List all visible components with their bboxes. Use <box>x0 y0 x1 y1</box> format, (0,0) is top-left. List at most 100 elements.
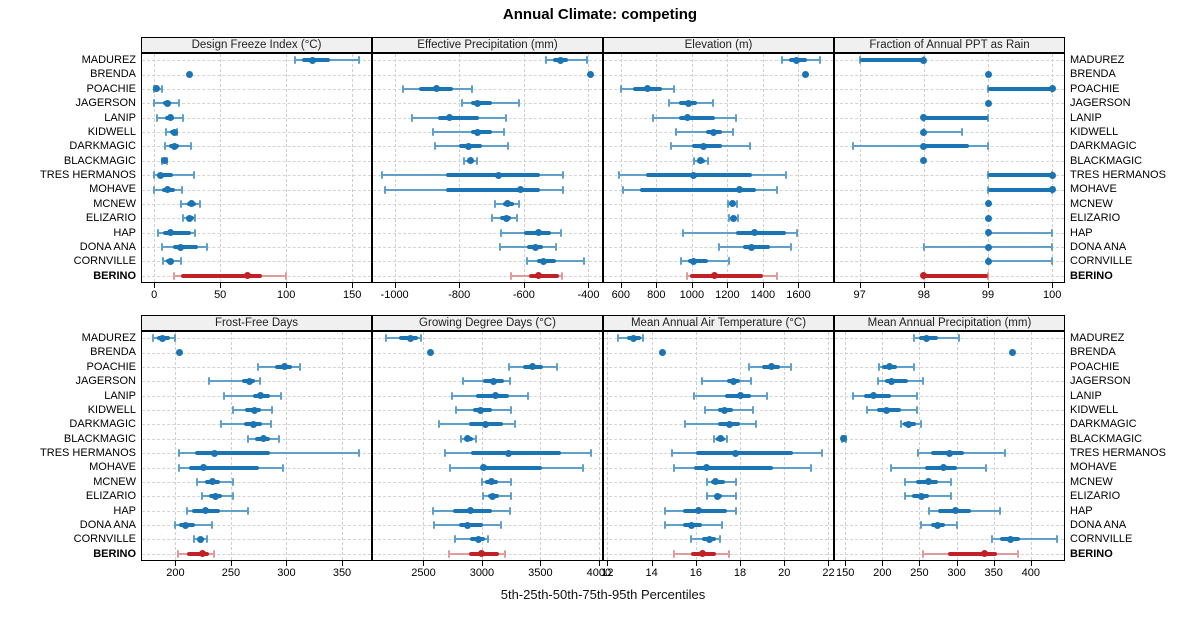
whisker-cap-95th <box>499 521 502 530</box>
whisker-cap-5th <box>152 334 155 343</box>
axis-tick <box>342 561 343 566</box>
whisker-cap-5th <box>545 56 548 65</box>
median-dot <box>920 142 928 150</box>
whisker-cap-95th <box>776 271 779 280</box>
axis-tick <box>286 561 288 566</box>
whisker-cap-95th <box>987 113 989 122</box>
axis-tick <box>828 561 830 566</box>
site-label-left: MCNEW <box>93 475 136 488</box>
gridline-horizontal <box>835 203 1064 205</box>
whisker-cap-95th <box>809 463 812 472</box>
whisker-cap-95th <box>192 171 195 180</box>
median-dot <box>163 186 171 194</box>
axis-tick <box>988 283 989 288</box>
whisker-cap-95th <box>1051 243 1054 252</box>
gridline-horizontal <box>373 88 602 90</box>
whisker-cap-95th <box>987 142 989 151</box>
site-label-right: LANIP <box>1070 111 1102 124</box>
whisker-cap-5th <box>712 434 715 443</box>
panel <box>372 331 603 561</box>
median-dot <box>478 550 486 558</box>
axis-tick-label: -600 <box>512 289 535 301</box>
axis-tick-label: 1400 <box>750 289 776 301</box>
median-dot <box>630 334 638 342</box>
whisker-cap-95th <box>510 406 513 415</box>
median-dot <box>505 449 513 457</box>
axis-tick-label: 16 <box>689 567 702 579</box>
gridline-vertical <box>540 332 542 560</box>
whisker-cap-95th <box>420 334 423 343</box>
whisker-box-25-75 <box>476 393 509 398</box>
gridline-horizontal <box>373 203 602 205</box>
gridline-horizontal <box>604 160 833 162</box>
whisker-cap-5th <box>223 391 226 400</box>
whisker-cap-5th <box>401 84 404 93</box>
whisker-cap-5th <box>747 362 750 371</box>
axis-tick <box>656 283 658 288</box>
axis-tick-label: 1200 <box>715 289 740 301</box>
median-dot <box>920 114 928 122</box>
median-dot <box>153 85 161 93</box>
whisker-box-25-75 <box>743 245 771 250</box>
whisker-cap-95th <box>513 420 516 429</box>
axis-tick-label: 14 <box>645 567 658 579</box>
axis-tick-label: 20 <box>778 567 791 579</box>
median-dot <box>259 435 267 443</box>
site-label-left: JAGERSON <box>75 97 136 110</box>
panel <box>834 53 1065 283</box>
site-label-right: MCNEW <box>1070 197 1113 210</box>
median-dot <box>198 550 206 558</box>
median-dot <box>465 142 473 150</box>
whisker-cap-95th <box>246 506 249 515</box>
median-dot <box>201 507 209 515</box>
axis-tick-label: 3000 <box>469 567 495 579</box>
axis-tick-label: 800 <box>647 289 666 301</box>
site-label-left: LANIP <box>104 389 136 402</box>
median-dot <box>473 128 481 136</box>
site-label-left: MADUREZ <box>81 54 136 66</box>
median-dot <box>531 243 539 251</box>
whisker-cap-95th <box>285 271 288 280</box>
gridline-horizontal <box>142 553 371 555</box>
site-label-left: KIDWELL <box>87 403 136 416</box>
whisker-cap-5th <box>781 56 784 65</box>
whisker-cap-95th <box>789 362 792 371</box>
axis-tick-label: 350 <box>984 567 1003 579</box>
whisker-box-25-75 <box>884 379 909 384</box>
panel-title: Growing Degree Days (°C) <box>372 315 603 331</box>
whisker-box-25-75 <box>528 273 560 278</box>
whisker-cap-5th <box>674 128 677 137</box>
whisker-cap-95th <box>518 199 520 208</box>
whisker-box-25-75 <box>682 508 727 513</box>
whisker-cap-95th <box>737 214 740 223</box>
median-dot <box>163 99 171 107</box>
whisker-box-25-75 <box>736 230 787 235</box>
axis-tick <box>154 283 156 288</box>
whisker-range-5-95 <box>923 131 963 134</box>
whisker-cap-5th <box>619 84 622 93</box>
whisker-cap-5th <box>165 128 168 137</box>
gridline-vertical <box>919 332 921 560</box>
whisker-cap-5th <box>459 434 462 443</box>
whisker-cap-5th <box>177 449 180 458</box>
whisker-cap-5th <box>877 362 880 371</box>
site-label-right: MADUREZ <box>1070 54 1125 66</box>
median-dot <box>539 257 547 265</box>
median-dot <box>309 56 317 64</box>
whisker-cap-5th <box>383 185 386 194</box>
axis-tick <box>459 283 461 288</box>
whisker-range-5-95 <box>992 538 1057 541</box>
whisker-cap-95th <box>736 199 739 208</box>
whisker-cap-5th <box>899 420 902 429</box>
axis-tick <box>1030 561 1032 566</box>
median-dot <box>517 186 525 194</box>
panel-title: Fraction of Annual PPT as Rain <box>834 37 1065 53</box>
whisker-cap-5th <box>692 156 695 165</box>
median-dot <box>186 71 194 79</box>
whisker-cap-5th <box>207 377 210 386</box>
site-label-right: JAGERSON <box>1070 375 1131 388</box>
whisker-box-25-75 <box>479 465 542 470</box>
median-dot <box>750 229 758 237</box>
median-dot <box>888 377 896 385</box>
whisker-box-25-75 <box>156 173 173 178</box>
